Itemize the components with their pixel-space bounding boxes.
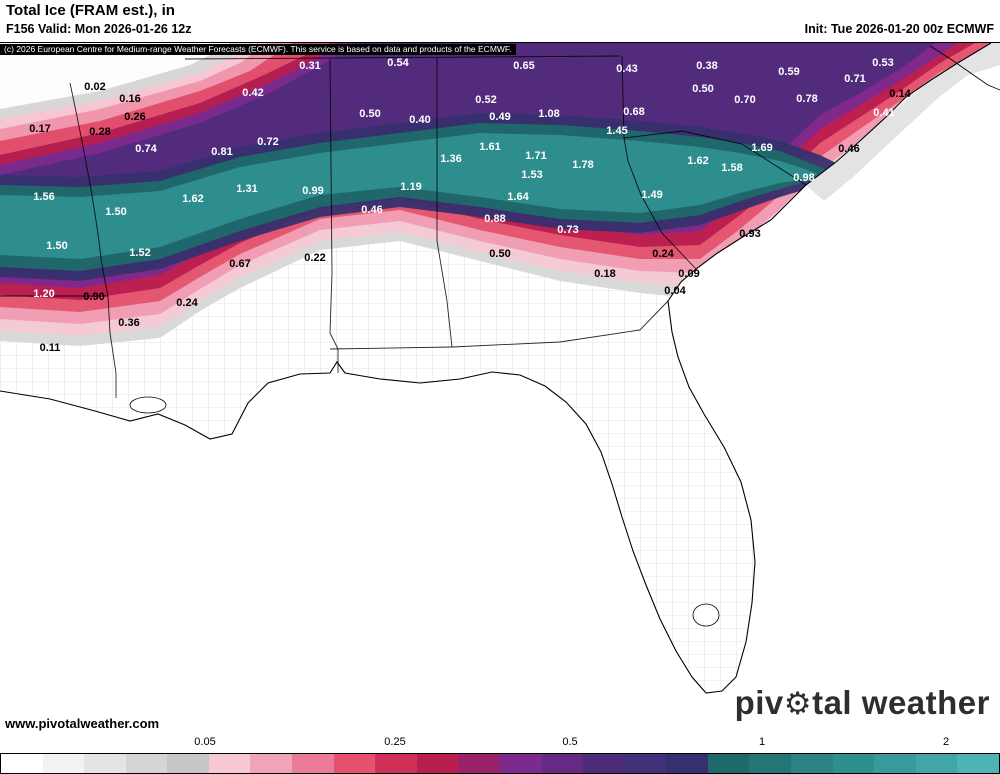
logo-text-left: piv	[734, 684, 784, 721]
colorbar-swatch	[1, 754, 43, 773]
colorbar-swatch	[749, 754, 791, 773]
colorbar-swatch	[624, 754, 667, 773]
colorbar-tick-label: 2	[942, 736, 950, 748]
colorbar-swatch	[915, 754, 958, 773]
colorbar-swatch	[458, 754, 500, 773]
pivotal-weather-logo: piv⚙tal weather	[735, 684, 990, 722]
colorbar: 0.05 0.25 0.5 1 2	[0, 732, 1000, 774]
colorbar-swatch	[292, 754, 334, 773]
site-url[interactable]: www.pivotalweather.com	[5, 716, 160, 731]
colorbar-swatch	[84, 754, 126, 773]
ice-bands	[0, 43, 1000, 346]
colorbar-swatch	[583, 754, 625, 773]
colorbar-tick-label: 0.25	[384, 736, 406, 748]
oceans	[0, 43, 1000, 733]
colorbar-tick-label: 1	[758, 736, 766, 748]
state-borders	[0, 55, 807, 398]
offshore-gray-fringe	[806, 43, 1000, 201]
colorbar-swatch	[707, 754, 750, 773]
colorbar-swatch	[125, 754, 168, 773]
colorbar-tick-label: 0.5	[562, 736, 578, 748]
colorbar-swatch	[499, 754, 542, 773]
colorbar-tick-label: 0.05	[194, 736, 216, 748]
colorbar-swatch	[42, 754, 85, 773]
colorbar-swatches	[0, 753, 1000, 774]
colorbar-swatch	[250, 754, 293, 773]
copyright-banner: (c) 2026 European Centre for Medium-rang…	[0, 44, 516, 55]
coastline	[0, 43, 1000, 694]
lakes	[129, 396, 720, 627]
colorbar-swatch	[957, 754, 999, 773]
lake-okeechobee	[692, 603, 720, 627]
gulf-of-mexico	[0, 362, 706, 733]
colorbar-swatch	[208, 754, 251, 773]
map-canvas	[0, 43, 1000, 733]
colorbar-swatch	[375, 754, 417, 773]
init-time-label: Init: Tue 2026-01-20 00z ECMWF	[804, 22, 994, 36]
colorbar-swatch	[541, 754, 584, 773]
header: Total Ice (FRAM est.), in F156 Valid: Mo…	[0, 0, 1000, 42]
colorbar-swatch	[666, 754, 708, 773]
forecast-map: 0.02 0.16 0.26 0.17 0.28 0.31 0.42 0.54 0.65 0.43…	[0, 42, 1000, 733]
outer-banks	[929, 45, 1000, 91]
colorbar-swatch	[790, 754, 833, 773]
valid-time-label: F156 Valid: Mon 2026-01-26 12z	[6, 22, 192, 36]
colorbar-swatch	[416, 754, 459, 773]
atlantic-ocean	[668, 43, 1000, 733]
teal-core-band	[0, 133, 818, 259]
page-title: Total Ice (FRAM est.), in	[6, 2, 175, 19]
logo-text-right: tal weather	[812, 684, 990, 721]
colorbar-swatch	[874, 754, 916, 773]
lake-pontchartrain	[129, 396, 167, 414]
colorbar-swatch	[333, 754, 376, 773]
gear-icon: ⚙	[783, 686, 813, 721]
colorbar-swatch	[167, 754, 209, 773]
colorbar-swatch	[832, 754, 875, 773]
